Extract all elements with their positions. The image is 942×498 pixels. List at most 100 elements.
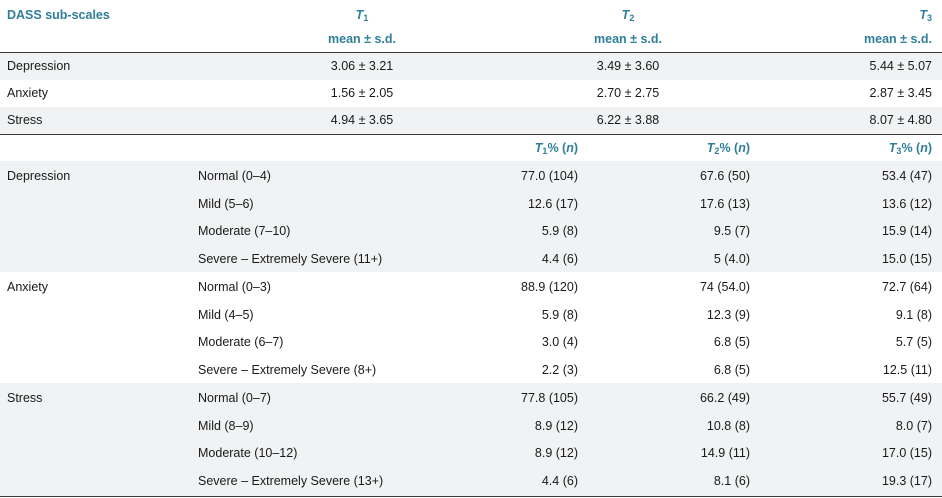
value-t1: 77.8 (105) (521, 391, 578, 405)
percent-header-t3: T3% (n) (889, 141, 932, 156)
value-t2: 8.1 (6) (713, 474, 750, 488)
stat-label-t1: mean ± s.d. (328, 32, 396, 46)
level-label: Severe – Extremely Severe (11+) (198, 252, 383, 266)
level-label: Normal (0–4) (198, 169, 271, 183)
level-label: Moderate (7–10) (198, 224, 291, 238)
means-label: Stress (7, 113, 43, 127)
value-t1: 12.6 (17) (527, 197, 578, 211)
means-row-anxiety: Anxiety 1.56 ± 2.05 2.70 ± 2.75 2.87 ± 3… (0, 80, 942, 107)
value-t2: 10.8 (8) (706, 419, 750, 433)
value-t2: 12.3 (9) (706, 308, 750, 322)
value-t3: 15.0 (15) (881, 252, 932, 266)
value-t2: 6.8 (5) (713, 335, 750, 349)
value-t1: 5.9 (8) (541, 224, 578, 238)
t-symbol: T (706, 141, 715, 155)
section-divider (0, 134, 942, 135)
t-symbol: T (888, 141, 897, 155)
value-t1: 3.0 (4) (541, 335, 578, 349)
value-t2: 74 (54.0) (699, 280, 750, 294)
level-label: Severe – Extremely Severe (8+) (198, 363, 377, 377)
group-stress: Stress Normal (0–7) 77.8 (105) 66.2 (49)… (0, 383, 942, 496)
percent-header-t1: T1% (n) (458, 141, 578, 156)
value-t1: 8.9 (12) (534, 446, 578, 460)
value-t1: 4.4 (6) (541, 474, 578, 488)
t3-symbol: T (919, 8, 927, 22)
value-t1: 2.2 (3) (541, 363, 578, 377)
level-label: Moderate (10–12) (198, 446, 298, 460)
value-t1: 77.0 (104) (521, 169, 578, 183)
t2-subscript: 2 (629, 13, 635, 23)
means-t3: 2.87 ± 3.45 (869, 86, 932, 100)
means-row-stress: Stress 4.94 ± 3.65 6.22 ± 3.88 8.07 ± 4.… (0, 107, 942, 134)
value-t2: 5 (4.0) (713, 252, 750, 266)
t1-symbol: T (355, 8, 364, 22)
value-t3: 5.7 (5) (895, 335, 932, 349)
n-symbol: n (566, 141, 574, 155)
level-label: Moderate (6–7) (198, 335, 284, 349)
value-t3: 72.7 (64) (881, 280, 932, 294)
means-t1: 1.56 ± 2.05 (330, 86, 394, 100)
t-subscript: 3 (896, 146, 902, 156)
value-t1: 4.4 (6) (541, 252, 578, 266)
level-label: Normal (0–7) (198, 391, 271, 405)
bottom-rule (0, 496, 942, 497)
value-t2: 67.6 (50) (699, 169, 750, 183)
t-subscript: 2 (714, 146, 720, 156)
means-label: Anxiety (7, 86, 48, 100)
value-t3: 8.0 (7) (895, 419, 932, 433)
group-label: Stress (7, 391, 43, 405)
percent-open: % ( (719, 141, 739, 155)
means-t3: 5.44 ± 5.07 (869, 59, 932, 73)
group-label: Depression (7, 169, 71, 183)
value-t2: 6.8 (5) (713, 363, 750, 377)
group-label: Anxiety (7, 280, 48, 294)
value-t2: 17.6 (13) (699, 197, 750, 211)
value-t2: 9.5 (7) (713, 224, 750, 238)
column-header-t3: T3 (919, 8, 932, 23)
n-symbol: n (920, 141, 928, 155)
t-symbol: T (534, 141, 543, 155)
level-label: Severe – Extremely Severe (13+) (198, 474, 384, 488)
means-t2: 2.70 ± 2.75 (596, 86, 660, 100)
paren-close: ) (927, 141, 932, 155)
paren-close: ) (745, 141, 750, 155)
value-t1: 88.9 (120) (521, 280, 578, 294)
paren-close: ) (573, 141, 578, 155)
value-t3: 55.7 (49) (881, 391, 932, 405)
percent-header-t2: T2% (n) (630, 141, 750, 156)
value-t3: 15.9 (14) (881, 224, 932, 238)
t3-subscript: 3 (926, 13, 932, 23)
percent-open: % ( (547, 141, 567, 155)
level-label: Mild (5–6) (198, 197, 254, 211)
table-header: DASS sub-scales T1 T2 T3 mean ± s.d. mea… (0, 0, 942, 52)
value-t2: 66.2 (49) (699, 391, 750, 405)
means-t1: 3.06 ± 3.21 (330, 59, 394, 73)
value-t3: 19.3 (17) (881, 474, 932, 488)
value-t3: 17.0 (15) (881, 446, 932, 460)
group-anxiety: Anxiety Normal (0–3) 88.9 (120) 74 (54.0… (0, 272, 942, 383)
n-symbol: n (738, 141, 746, 155)
value-t3: 13.6 (12) (881, 197, 932, 211)
value-t1: 5.9 (8) (541, 308, 578, 322)
header-divider (0, 52, 942, 53)
level-label: Mild (4–5) (198, 308, 254, 322)
group-depression: Depression Normal (0–4) 77.0 (104) 67.6 … (0, 161, 942, 272)
means-t2: 6.22 ± 3.88 (596, 113, 660, 127)
level-label: Mild (8–9) (198, 419, 254, 433)
means-t3: 8.07 ± 4.80 (869, 113, 932, 127)
means-label: Depression (7, 59, 71, 73)
value-t2: 14.9 (11) (700, 446, 750, 460)
means-row-depression: Depression 3.06 ± 3.21 3.49 ± 3.60 5.44 … (0, 53, 942, 80)
percent-open: % ( (901, 141, 921, 155)
column-header-t1: T1 (262, 8, 462, 23)
t-subscript: 1 (542, 146, 548, 156)
means-t1: 4.94 ± 3.65 (330, 113, 394, 127)
column-header-subscales: DASS sub-scales (7, 8, 110, 22)
column-header-t2: T2 (528, 8, 728, 23)
level-label: Normal (0–3) (198, 280, 271, 294)
means-t2: 3.49 ± 3.60 (596, 59, 660, 73)
stat-label-t3: mean ± s.d. (864, 32, 932, 46)
value-t3: 12.5 (11) (882, 363, 932, 377)
value-t1: 8.9 (12) (534, 419, 578, 433)
